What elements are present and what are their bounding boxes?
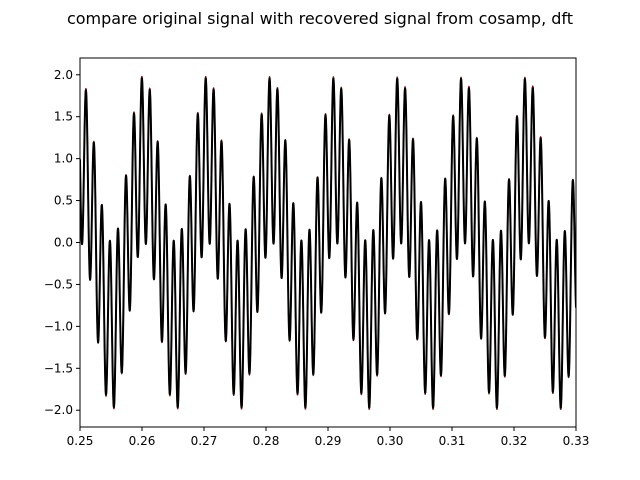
x-tick-label: 0.32 [501,434,528,448]
y-tick-label: −1.5 [44,361,73,375]
y-tick-label: −2.0 [44,403,73,417]
x-tick-label: 0.30 [377,434,404,448]
y-tick-label: −1.0 [44,319,73,333]
y-tick-label: 1.5 [54,110,73,124]
x-tick-label: 0.29 [315,434,342,448]
series-line-2 [80,77,576,409]
chart-title: compare original signal with recovered s… [67,9,573,28]
y-tick-label: 2.0 [54,68,73,82]
plot-area [80,75,576,411]
y-tick-label: 1.0 [54,152,73,166]
x-tick-label: 0.33 [563,434,590,448]
y-tick-label: −0.5 [44,277,73,291]
x-tick-label: 0.25 [67,434,94,448]
x-tick-label: 0.26 [129,434,156,448]
x-tick-label: 0.27 [191,434,218,448]
y-axis: −2.0 −1.5 −1.0 −0.5 0.0 0.5 1.0 1.5 2.0 [44,68,80,417]
y-tick-label: 0.0 [54,236,73,250]
x-tick-label: 0.28 [253,434,280,448]
y-tick-label: 0.5 [54,194,73,208]
axes-frame [79,57,577,428]
x-tick-label: 0.31 [439,434,466,448]
x-axis: 0.25 0.26 0.27 0.28 0.29 0.30 0.31 0.32 0.33 [67,427,590,448]
